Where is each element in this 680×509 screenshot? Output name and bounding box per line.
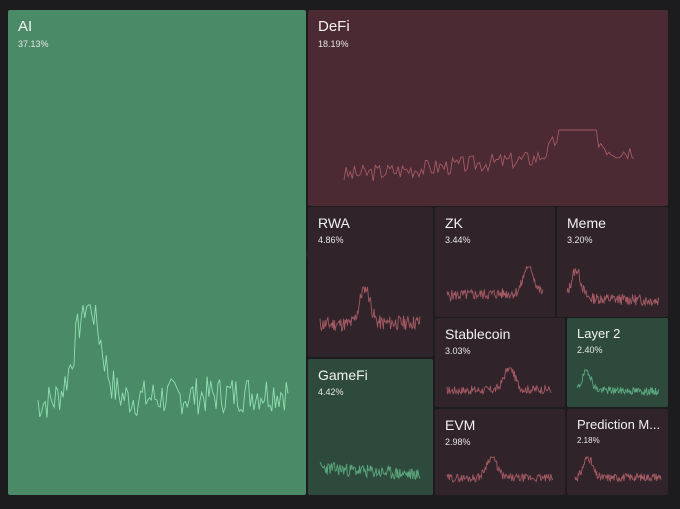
- tile-share: 4.86%: [318, 235, 344, 245]
- tile-share: 18.19%: [318, 39, 349, 49]
- sparkline: [446, 265, 544, 303]
- tile-name: Meme: [567, 215, 606, 231]
- tile-defi[interactable]: DeFi 18.19%: [308, 10, 668, 206]
- tile-name: DeFi: [318, 18, 350, 35]
- tile-name: RWA: [318, 215, 350, 231]
- tile-stablecoin[interactable]: Stablecoin 3.03%: [435, 318, 565, 407]
- tile-name: Layer 2: [577, 326, 621, 341]
- sparkline: [574, 456, 662, 483]
- tile-name: AI: [18, 18, 33, 35]
- sparkline: [576, 369, 660, 396]
- sparkline-path: [446, 265, 544, 303]
- tile-share: 37.13%: [18, 39, 49, 49]
- tile-name: GameFi: [318, 367, 368, 383]
- tile-zk[interactable]: ZK 3.44%: [435, 207, 555, 317]
- sparkline-path: [574, 456, 662, 483]
- sparkline: [446, 456, 554, 483]
- sparkline-path: [446, 456, 554, 483]
- sparkline-path: [37, 304, 289, 418]
- sparkline-path: [319, 286, 421, 332]
- sparkline: [566, 268, 660, 307]
- tile-name: Stablecoin: [445, 326, 511, 342]
- tile-prediction[interactable]: Prediction M... 2.18%: [567, 409, 668, 495]
- sparkline: [319, 461, 421, 480]
- sparkline: [446, 367, 552, 396]
- tile-name: Prediction M...: [577, 417, 661, 432]
- tile-rwa[interactable]: RWA 4.86%: [308, 207, 433, 357]
- sparkline-path: [319, 461, 421, 480]
- sparkline-path: [343, 129, 635, 181]
- sparkline: [319, 286, 421, 332]
- tile-share: 3.20%: [567, 235, 593, 245]
- tile-share: 2.98%: [445, 437, 471, 447]
- tile-name: EVM: [445, 417, 476, 433]
- tile-share: 2.18%: [577, 436, 600, 445]
- tile-meme[interactable]: Meme 3.20%: [557, 207, 668, 317]
- sparkline: [343, 129, 635, 181]
- sparkline: [37, 304, 289, 418]
- tile-share: 3.03%: [445, 346, 471, 356]
- sparkline-path: [446, 367, 552, 396]
- tile-evm[interactable]: EVM 2.98%: [435, 409, 565, 495]
- tile-share: 3.44%: [445, 235, 471, 245]
- tile-ai[interactable]: AI 37.13%: [8, 10, 306, 495]
- tile-share: 4.42%: [318, 387, 344, 397]
- tile-layer2[interactable]: Layer 2 2.40%: [567, 318, 668, 407]
- tile-gamefi[interactable]: GameFi 4.42%: [308, 359, 433, 495]
- tile-name: ZK: [445, 215, 463, 231]
- tile-share: 2.40%: [577, 345, 603, 355]
- sparkline-path: [566, 268, 660, 307]
- sparkline-path: [576, 369, 660, 396]
